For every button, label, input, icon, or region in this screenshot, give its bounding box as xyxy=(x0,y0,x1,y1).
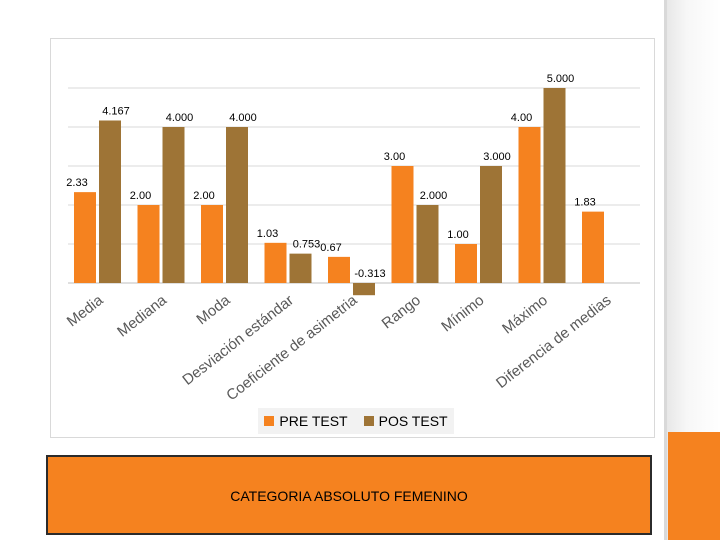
data-label: 1.00 xyxy=(447,229,468,241)
legend-swatch-pre-test xyxy=(264,416,275,426)
category-label: Media xyxy=(64,291,107,330)
chart-legend: PRE TEST POS TEST xyxy=(258,408,454,434)
bar-pre-test xyxy=(137,205,160,283)
bar-pos-test xyxy=(162,127,185,283)
data-label: 2.33 xyxy=(66,177,87,189)
legend-label-pre-test: PRE TEST xyxy=(279,413,348,429)
category-label: Máximo xyxy=(499,292,551,338)
bar-pos-test xyxy=(226,127,248,283)
data-label: 2.00 xyxy=(193,190,214,202)
data-label: 4.167 xyxy=(102,105,130,117)
category-label: Mediana xyxy=(114,291,170,340)
bar-pos-test xyxy=(289,253,312,283)
accent-block xyxy=(668,432,720,540)
data-label: 2.00 xyxy=(130,190,151,202)
bar-pre-test xyxy=(328,256,350,283)
bar-pos-test xyxy=(480,166,502,283)
data-label: 1.03 xyxy=(257,228,278,240)
data-label: 1.83 xyxy=(574,197,595,209)
category-label: Rango xyxy=(379,292,424,333)
category-label: Moda xyxy=(193,291,234,328)
legend-item-pre-test: PRE TEST xyxy=(264,413,348,429)
data-label: 4.00 xyxy=(511,112,532,124)
category-label: Diferencia de medias xyxy=(493,292,615,392)
bar-pos-test xyxy=(99,120,121,283)
chart-title-box: CATEGORIA ABSOLUTO FEMENINO xyxy=(46,455,652,535)
legend-item-pos-test: POS TEST xyxy=(363,413,448,429)
bar-pre-test xyxy=(201,205,223,283)
category-label: Mínimo xyxy=(438,292,487,336)
bar-pos-test xyxy=(353,283,375,296)
bar-pos-test xyxy=(416,205,439,283)
bar-pre-test xyxy=(391,166,414,283)
bar-pre-test xyxy=(455,244,477,283)
data-label: -0.313 xyxy=(354,268,385,280)
data-label: 2.000 xyxy=(420,190,448,202)
bar-pre-test xyxy=(518,127,541,283)
legend-swatch-pos-test xyxy=(363,416,374,426)
data-label: 5.000 xyxy=(547,73,575,85)
data-label: 4.000 xyxy=(166,112,194,124)
bar-pre-test xyxy=(74,192,96,283)
legend-label-pos-test: POS TEST xyxy=(378,413,448,429)
bar-pre-test xyxy=(264,242,287,283)
category-label: Desviación estándar xyxy=(179,292,297,389)
bar-pre-test xyxy=(582,211,604,283)
slide-edge xyxy=(664,0,667,540)
data-label: 3.00 xyxy=(384,151,405,163)
data-label: 0.67 xyxy=(320,242,341,254)
data-label: 0.753 xyxy=(293,239,321,251)
bar-pos-test xyxy=(543,88,566,283)
data-label: 3.000 xyxy=(483,151,511,163)
data-label: 4.000 xyxy=(229,112,257,124)
chart-title: CATEGORIA ABSOLUTO FEMENINO xyxy=(230,488,468,504)
